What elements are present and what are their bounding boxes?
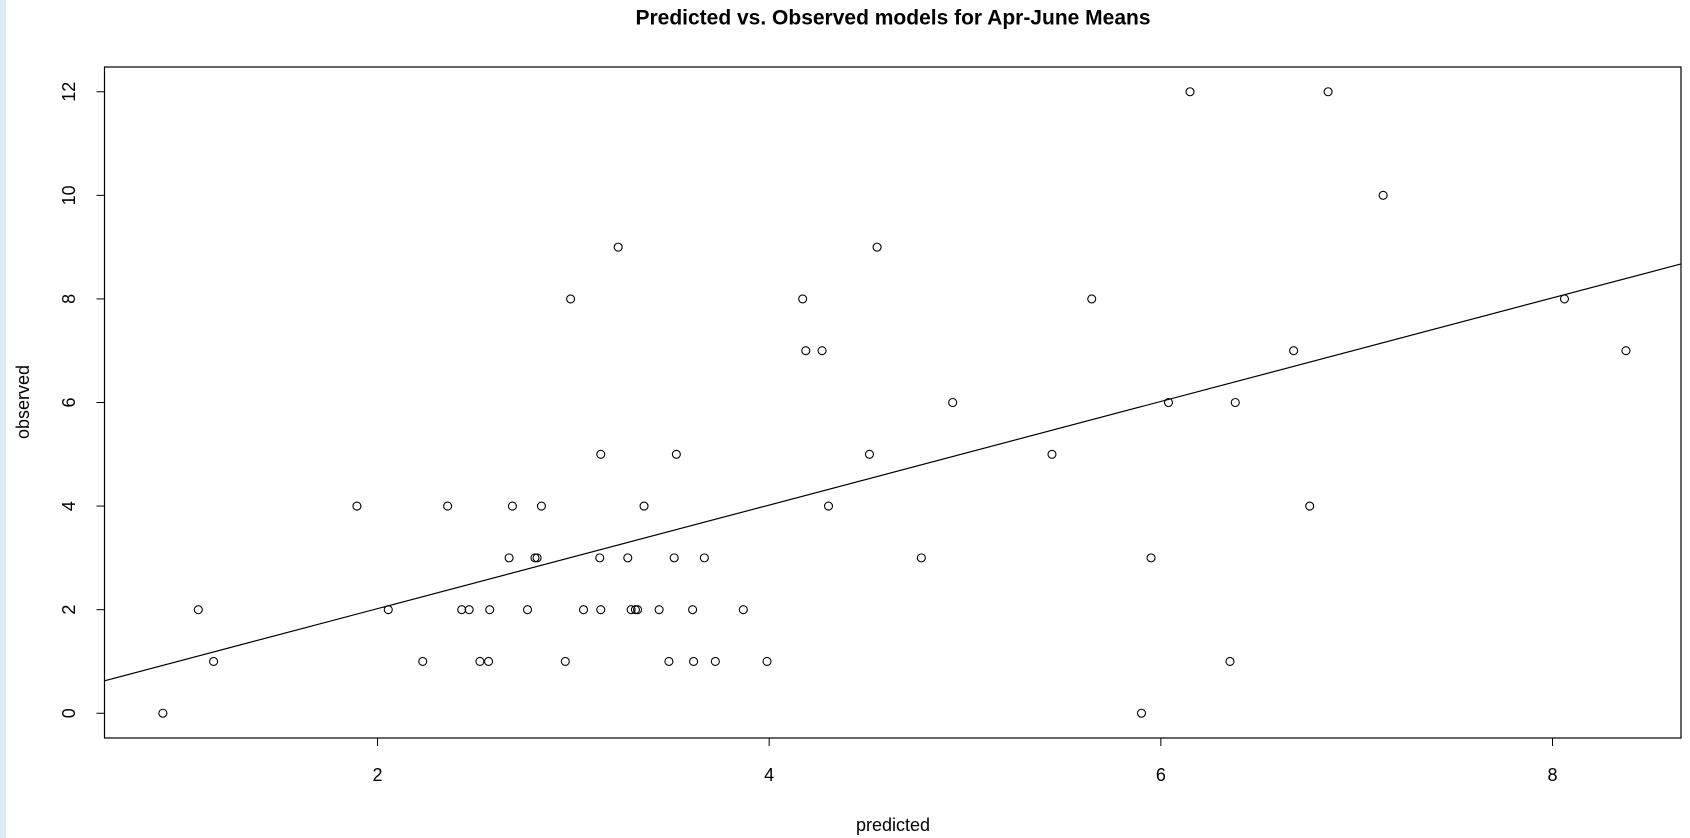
point [560,656,570,667]
point [689,656,699,667]
point [626,605,636,615]
point [654,605,664,615]
point [464,605,474,615]
point [1163,397,1174,408]
point [916,553,926,563]
point [864,449,874,459]
point [522,605,533,615]
point [1378,190,1388,200]
chart-title: Predicted vs. Observed models for Apr-Ju… [635,7,1150,30]
point [193,605,203,615]
point [1559,294,1570,304]
point [1047,449,1057,459]
point [1323,87,1333,97]
y-tick-label: 6 [59,397,79,407]
point [1087,294,1097,304]
fit-line [104,263,1682,682]
point [669,553,679,563]
point [1146,553,1156,563]
point [817,346,827,356]
point [596,449,606,459]
x-axis-label: predicted [856,815,930,835]
point [948,397,958,408]
side-strip [0,0,6,838]
point [475,656,485,667]
x-tick-label: 4 [764,765,774,785]
point [457,605,467,615]
point [1185,87,1195,97]
y-tick-label: 2 [59,605,79,615]
point [798,294,808,304]
point [578,605,589,615]
y-tick-label: 8 [59,294,79,304]
point [801,346,811,356]
point [671,449,681,459]
point [1305,501,1315,511]
point [1289,346,1299,356]
point [566,294,576,304]
point [1230,397,1240,408]
plot-frame [103,66,1682,739]
point [158,708,168,718]
point [483,656,494,667]
x-tick-label: 2 [372,765,382,785]
x-tick-label: 6 [1156,765,1166,785]
point [504,553,514,563]
y-tick-label: 0 [59,708,79,718]
point [738,605,748,615]
point [1136,708,1147,718]
y-tick-label: 4 [59,501,79,511]
point [688,605,698,615]
point [536,501,546,511]
point [532,553,542,563]
point [418,656,428,667]
point [633,605,643,615]
point [872,242,882,252]
point [823,501,834,511]
point [485,605,495,615]
point [699,553,709,563]
point [664,656,674,667]
point [1225,656,1235,667]
point [596,605,606,615]
point [639,501,649,511]
point [613,242,623,252]
y-tick-label: 12 [59,82,79,102]
point [710,656,720,667]
point [595,553,605,563]
point [443,501,453,511]
point [352,501,362,511]
x-tick-label: 8 [1548,765,1558,785]
point [209,656,219,667]
point [1621,346,1631,356]
point [623,553,633,563]
point [507,501,517,511]
y-axis-label: observed [13,365,33,439]
y-tick-label: 10 [59,185,79,205]
point [762,656,772,667]
